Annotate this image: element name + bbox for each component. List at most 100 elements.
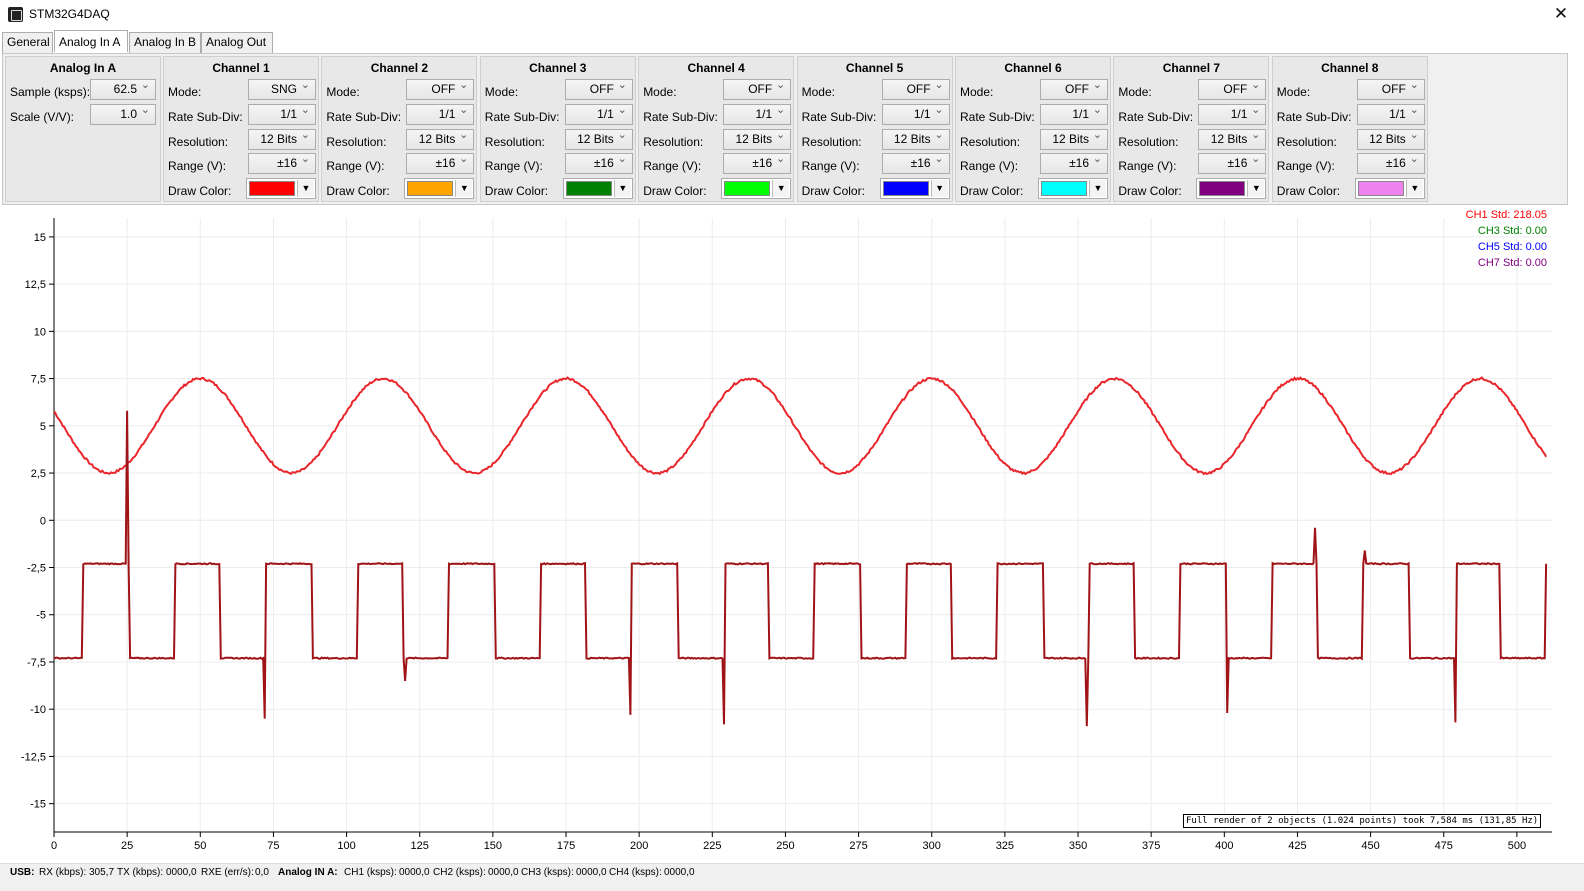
draw-color-picker[interactable]: ▼	[879, 178, 950, 199]
draw-color-picker[interactable]: ▼	[1196, 178, 1267, 199]
y-tick-label: 0	[40, 515, 46, 527]
rate-select[interactable]: 1/1	[248, 101, 316, 125]
tab-analog-in-b[interactable]: Analog In B	[129, 32, 201, 53]
mode-label: Mode:	[960, 85, 994, 99]
y-tick-label: -12,5	[21, 751, 46, 763]
tab-analog-in-a[interactable]: Analog In A	[54, 30, 128, 52]
range-select[interactable]: ±16	[1198, 150, 1267, 174]
ch3-rate-value: 0000,0	[576, 867, 607, 878]
chevron-down-icon[interactable]: ▼	[1405, 180, 1423, 197]
range-select[interactable]: ±16	[564, 150, 633, 174]
resolution-select[interactable]: 12 Bits	[881, 126, 950, 150]
range-select[interactable]: ±16	[248, 150, 316, 174]
rate-label: Rate Sub-Div:	[1276, 110, 1352, 124]
rate-select[interactable]: 1/1	[1198, 101, 1267, 125]
range-label: Range (V):	[1118, 159, 1177, 173]
x-tick-label: 400	[1215, 840, 1233, 852]
waveform-chart[interactable]: 0 25 50 75 100 125 150 175 200 225 250 275 300 325 350…	[0, 205, 1584, 863]
resolution-select[interactable]: 12 Bits	[1198, 126, 1267, 150]
range-select[interactable]: ±16	[406, 150, 475, 174]
range-label: Range (V):	[484, 159, 543, 173]
chevron-down-icon[interactable]: ▼	[613, 180, 631, 197]
ch1-square-series	[53, 410, 1548, 727]
tab-general[interactable]: General	[2, 32, 53, 53]
channel-title: Channel 3	[529, 61, 587, 75]
rate-select[interactable]: 1/1	[564, 101, 633, 125]
range-label: Range (V):	[643, 159, 702, 173]
chevron-down-icon[interactable]: ▼	[772, 180, 790, 197]
x-tick-label: 450	[1361, 840, 1379, 852]
rate-select[interactable]: 1/1	[406, 101, 475, 125]
rxe-value: 0,0	[255, 867, 269, 878]
x-tick-label: 25	[121, 840, 133, 852]
range-select[interactable]: ±16	[1040, 150, 1108, 174]
resolution-select[interactable]: 12 Bits	[248, 126, 316, 150]
draw-color-label: Draw Color:	[168, 184, 232, 198]
mode-select[interactable]: OFF	[564, 76, 633, 100]
draw-color-label: Draw Color:	[484, 184, 549, 198]
range-select[interactable]: ±16	[1356, 150, 1425, 174]
x-tick-label: 350	[1069, 840, 1087, 852]
resolution-label: Resolution:	[1276, 135, 1337, 149]
chevron-down-icon[interactable]: ▼	[297, 180, 314, 197]
sample-select[interactable]: 62.5	[90, 76, 156, 100]
chevron-down-icon[interactable]: ▼	[1247, 180, 1265, 197]
resolution-select[interactable]: 12 Bits	[723, 126, 792, 150]
mode-select[interactable]: OFF	[723, 76, 792, 100]
window-title: STM32G4DAQ	[29, 7, 110, 21]
y-tick-label: 7,5	[31, 374, 46, 386]
resolution-label: Resolution:	[801, 135, 862, 149]
mode-select[interactable]: OFF	[1198, 76, 1267, 100]
draw-color-picker[interactable]: ▼	[1038, 178, 1108, 199]
y-tick-label: -15	[30, 799, 46, 811]
range-select[interactable]: ±16	[881, 150, 950, 174]
tx-value: 0000,0	[166, 867, 197, 878]
sample-label: Sample (ksps):	[10, 85, 91, 99]
resolution-select[interactable]: 12 Bits	[564, 126, 633, 150]
color-swatch	[1357, 181, 1404, 196]
channel-8-group: Channel 8 Mode: OFF Rate Sub-Div: 1/1 Re…	[1271, 56, 1428, 202]
mode-select[interactable]: OFF	[1356, 76, 1425, 100]
mode-label: Mode:	[643, 85, 677, 99]
tab-analog-out[interactable]: Analog Out	[201, 32, 273, 53]
rate-select[interactable]: 1/1	[1040, 101, 1108, 125]
x-tick-label: 475	[1435, 840, 1453, 852]
x-tick-label: 0	[51, 840, 57, 852]
draw-color-picker[interactable]: ▼	[1354, 178, 1425, 199]
range-select[interactable]: ±16	[723, 150, 792, 174]
mode-select[interactable]: OFF	[406, 76, 475, 100]
ch1-rate-value: 0000,0	[399, 867, 430, 878]
rate-label: Rate Sub-Div:	[484, 110, 560, 124]
ch1-rate-label: CH1 (ksps):	[344, 867, 397, 878]
mode-select[interactable]: OFF	[1040, 76, 1108, 100]
draw-color-picker[interactable]: ▼	[404, 178, 475, 199]
mode-label: Mode:	[326, 85, 360, 99]
resolution-label: Resolution:	[484, 135, 545, 149]
rate-select[interactable]: 1/1	[723, 101, 792, 125]
std-label: CH5 Std: 0.00	[1478, 241, 1547, 253]
rate-select[interactable]: 1/1	[1356, 101, 1425, 125]
chevron-down-icon[interactable]: ▼	[455, 180, 473, 197]
chevron-down-icon[interactable]: ▼	[1089, 180, 1106, 197]
close-button[interactable]: ✕	[1553, 4, 1569, 23]
draw-color-label: Draw Color:	[1118, 184, 1182, 198]
draw-color-label: Draw Color:	[326, 184, 390, 198]
resolution-select[interactable]: 12 Bits	[1356, 126, 1425, 150]
resolution-select[interactable]: 12 Bits	[406, 126, 475, 150]
plot-area[interactable]: 0 25 50 75 100 125 150 175 200 225 250 275 300 325 350…	[0, 205, 1584, 863]
rate-select[interactable]: 1/1	[881, 101, 950, 125]
channel-title: Channel 4	[687, 61, 745, 75]
resolution-select[interactable]: 12 Bits	[1040, 126, 1108, 150]
chevron-down-icon[interactable]: ▼	[930, 180, 948, 197]
mode-select[interactable]: OFF	[881, 76, 950, 100]
channel-3-group: Channel 3 Mode: OFF Rate Sub-Div: 1/1 Re…	[479, 56, 636, 202]
channel-7-group: Channel 7 Mode: OFF Rate Sub-Div: 1/1 Re…	[1113, 56, 1270, 202]
rate-label: Rate Sub-Div:	[643, 110, 718, 124]
draw-color-picker[interactable]: ▼	[246, 178, 316, 199]
y-tick-label: 5	[40, 421, 46, 433]
std-label: CH3 Std: 0.00	[1478, 225, 1547, 237]
mode-select[interactable]: SNG	[248, 76, 316, 100]
draw-color-picker[interactable]: ▼	[562, 178, 633, 199]
draw-color-picker[interactable]: ▼	[721, 178, 792, 199]
scale-select[interactable]: 1.0	[90, 101, 156, 125]
